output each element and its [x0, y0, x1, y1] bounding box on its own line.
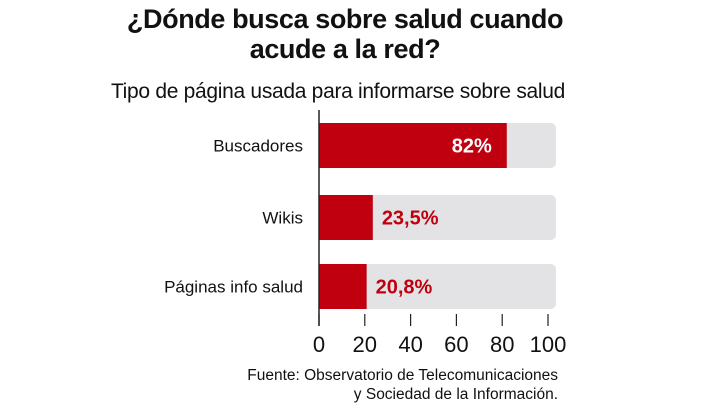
x-tick-label: 40 — [398, 332, 422, 357]
data-label: 23,5% — [382, 208, 439, 230]
chart-subtitle: Tipo de página usada para informarse sob… — [110, 80, 566, 103]
bar — [319, 123, 507, 168]
chart-title-line-2: acude a la red? — [249, 34, 441, 64]
category-label: Wikis — [262, 209, 303, 228]
chart-title: ¿Dónde busca sobre salud cuando acude a … — [0, 4, 690, 64]
chart-title-line-1: ¿Dónde busca sobre salud cuando — [126, 4, 564, 34]
source-line-2: y Sociedad de la Información. — [353, 386, 558, 403]
category-label: Páginas info salud — [164, 278, 303, 297]
source-note: Fuente: Observatorio de Telecomunicacion… — [247, 366, 558, 404]
data-label: 20,8% — [376, 277, 433, 299]
x-tick-label: 60 — [444, 332, 468, 357]
bar-track — [319, 264, 556, 309]
x-tick-label: 80 — [490, 332, 514, 357]
bar-track — [319, 195, 556, 240]
source-line-1: Fuente: Observatorio de Telecomunicacion… — [247, 367, 558, 384]
x-tick-label: 100 — [530, 332, 567, 357]
category-label: Buscadores — [213, 137, 303, 156]
bar — [319, 264, 367, 309]
bar — [319, 195, 373, 240]
x-tick-label: 0 — [313, 332, 325, 357]
data-label: 82% — [452, 136, 492, 158]
x-tick-label: 20 — [353, 332, 377, 357]
